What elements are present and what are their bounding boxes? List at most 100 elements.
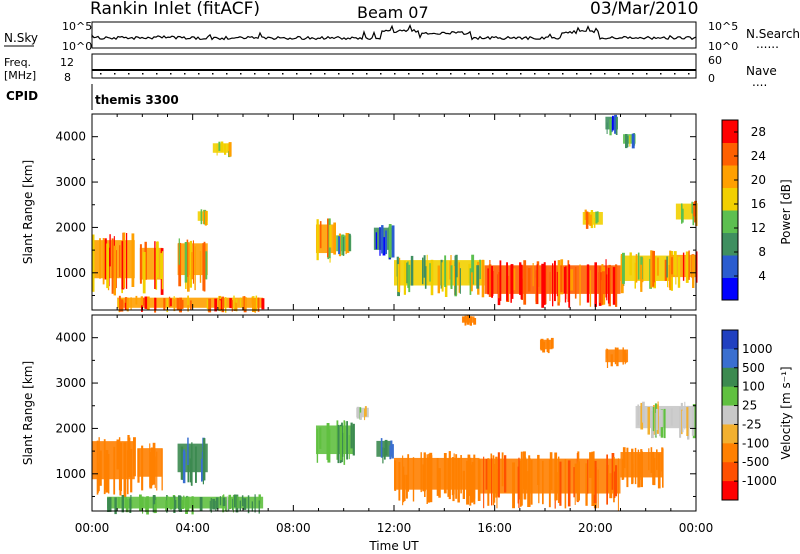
region-streak xyxy=(593,217,596,228)
region-streak xyxy=(124,302,126,311)
region-streak xyxy=(156,451,158,491)
region-streak xyxy=(113,446,116,495)
region-streak xyxy=(528,268,531,292)
region-streak xyxy=(126,297,129,312)
nave-dot xyxy=(114,73,116,75)
region-streak xyxy=(403,474,406,501)
region-streak xyxy=(348,435,350,460)
region-streak xyxy=(106,243,109,289)
region-streak xyxy=(523,260,527,305)
region-streak xyxy=(133,437,136,477)
region-streak xyxy=(616,347,618,358)
region-streak xyxy=(481,259,485,298)
region-streak xyxy=(631,448,634,485)
power-heatmap xyxy=(92,114,698,313)
nave-dot xyxy=(632,73,634,75)
region-streak xyxy=(364,406,367,417)
region-streak xyxy=(343,420,346,465)
region-streak xyxy=(108,497,110,508)
region-streak xyxy=(166,298,169,313)
region-streak xyxy=(560,265,563,293)
region-streak xyxy=(577,461,580,501)
data-region xyxy=(539,337,554,354)
region-streak xyxy=(224,143,227,155)
cpid-value: themis 3300 xyxy=(95,93,179,107)
region-streak xyxy=(169,298,172,307)
colorbar-swatch xyxy=(722,165,738,188)
region-streak xyxy=(338,236,341,255)
region-streak xyxy=(379,227,381,256)
x-tick-label: 16:00 xyxy=(477,521,512,535)
region-streak xyxy=(579,264,581,306)
region-streak xyxy=(156,241,159,278)
region-streak xyxy=(342,237,345,256)
cpid-label: CPID xyxy=(6,89,38,103)
region-streak xyxy=(390,440,393,455)
data-region xyxy=(117,295,265,313)
region-streak xyxy=(220,141,224,152)
nave-tick-0: 0 xyxy=(708,72,715,85)
region-streak xyxy=(123,442,127,498)
region-streak xyxy=(114,497,117,515)
region-streak xyxy=(587,212,590,225)
y-tick-label: 1000 xyxy=(55,266,86,280)
region-streak xyxy=(150,456,154,482)
region-core xyxy=(675,203,696,220)
region-streak xyxy=(640,402,644,430)
nave-dot xyxy=(520,73,522,75)
region-streak xyxy=(391,225,395,258)
region-streak xyxy=(444,261,448,297)
region-streak xyxy=(565,265,567,300)
region-streak xyxy=(677,256,681,288)
region-streak xyxy=(627,135,629,148)
region-streak xyxy=(584,209,587,220)
region-streak xyxy=(606,274,608,301)
region-streak xyxy=(161,448,163,491)
colorbar-tick-label: -100 xyxy=(742,436,769,450)
nave-dot xyxy=(324,73,326,75)
colorbar-tick-label: 4 xyxy=(758,269,766,283)
region-streak xyxy=(471,254,475,285)
region-streak xyxy=(233,295,235,311)
region-streak xyxy=(692,255,695,288)
region-streak xyxy=(119,442,122,496)
region-streak xyxy=(187,242,190,292)
region-streak xyxy=(165,500,167,511)
region-streak xyxy=(346,233,350,253)
region-streak xyxy=(397,264,400,292)
region-streak xyxy=(542,460,544,505)
nave-dot xyxy=(534,73,536,75)
region-streak xyxy=(337,424,340,464)
region-streak xyxy=(222,497,226,507)
region-streak xyxy=(166,496,169,511)
colorbar-swatch xyxy=(722,386,738,407)
freq-panel: Freq. [MHz] 12 8 60 0 Nave .... xyxy=(4,53,777,89)
region-streak xyxy=(258,494,261,504)
region-streak xyxy=(102,238,105,285)
colorbar-tick-label: 16 xyxy=(751,197,766,211)
data-region xyxy=(356,406,369,421)
region-streak xyxy=(384,230,387,255)
data-region xyxy=(177,238,208,292)
region-streak xyxy=(380,438,383,458)
region-streak xyxy=(595,211,598,224)
region-streak xyxy=(154,241,156,289)
region-streak xyxy=(473,318,477,325)
region-streak xyxy=(438,468,441,498)
nave-dot xyxy=(618,73,620,75)
region-streak xyxy=(227,143,230,152)
x-axis-label: Time UT xyxy=(368,539,419,553)
data-region xyxy=(376,438,394,464)
region-streak xyxy=(512,268,516,291)
region-streak xyxy=(519,262,522,295)
region-streak xyxy=(648,448,650,471)
region-streak xyxy=(606,454,608,505)
nave-dot xyxy=(576,73,578,75)
region-streak xyxy=(407,454,410,492)
region-streak xyxy=(160,253,163,279)
region-streak xyxy=(243,498,247,510)
nave-dot xyxy=(604,73,606,75)
velocity-panel: 1000 2000 3000 4000 Slant Range [km] 1000 50… xyxy=(21,314,793,515)
region-streak xyxy=(384,439,388,456)
region-streak xyxy=(688,250,690,280)
